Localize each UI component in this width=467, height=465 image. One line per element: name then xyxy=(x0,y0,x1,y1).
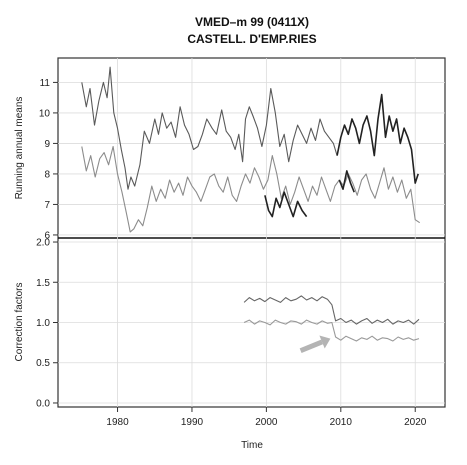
correction-factors-series-line-0 xyxy=(243,295,420,325)
bottom-panel-annotations xyxy=(299,335,331,353)
chart-subtitle: CASTELL. D'EMP.RIES xyxy=(187,32,316,46)
x-axis-title: Time xyxy=(241,440,263,451)
x-tick-label: 1990 xyxy=(181,417,204,428)
running-means-series-line-0 xyxy=(81,66,338,190)
annotation-arrow-head xyxy=(319,335,331,349)
running-means-series xyxy=(81,66,421,233)
y-tick-label: 8 xyxy=(44,169,50,180)
running-means-series-line-4 xyxy=(338,170,355,193)
y-tick-label: 6 xyxy=(44,230,50,241)
correction-factors-series-line-1 xyxy=(243,319,420,342)
x-tick-label: 2020 xyxy=(404,417,427,428)
y-tick-label: 10 xyxy=(39,108,51,119)
running-means-series-line-3 xyxy=(264,191,308,218)
y-tick-label: 7 xyxy=(44,200,50,211)
plot-frame xyxy=(57,57,446,408)
running-means-series-line-2 xyxy=(81,145,421,233)
y-tick-label: 2.0 xyxy=(36,238,50,249)
x-tick-label: 2010 xyxy=(330,417,353,428)
y-tick-label: 1.0 xyxy=(36,318,50,329)
y-tick-label: 1.5 xyxy=(36,278,50,289)
correction-factor-series xyxy=(243,295,420,342)
y-tick-label: 0.5 xyxy=(36,358,50,369)
x-tick-label: 1980 xyxy=(106,417,129,428)
top-panel-grid xyxy=(58,58,445,238)
running-means-series-line-1 xyxy=(336,93,419,184)
annotation-arrow-shaft xyxy=(299,339,323,353)
y-tick-label: 11 xyxy=(40,78,51,89)
bottom-panel-y-axis: 0.0 0.5 1.0 1.5 2.0 xyxy=(36,238,58,409)
chart-title: VMED–m 99 (0411X) xyxy=(195,15,309,29)
top-panel-y-axis: 6 7 8 9 10 11 xyxy=(39,78,58,241)
x-tick-label: 2000 xyxy=(255,417,278,428)
bottom-panel-y-axis-title: Correction factors xyxy=(14,283,25,362)
y-tick-label: 9 xyxy=(44,139,50,150)
bottom-panel-grid xyxy=(58,238,445,407)
y-tick-label: 0.0 xyxy=(36,398,50,409)
top-panel-y-axis-title: Running annual means xyxy=(14,97,25,200)
x-axis: 1980 1990 2000 2010 2020 xyxy=(106,407,427,428)
